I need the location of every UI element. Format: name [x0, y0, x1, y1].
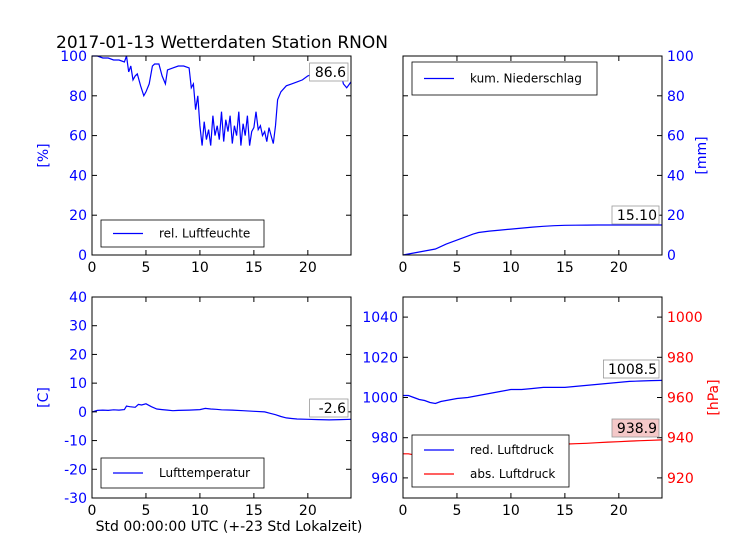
figure-x-label: Std 00:00:00 UTC (+-23 Std Lokalzeit) — [96, 519, 363, 535]
value-annotation-box — [309, 62, 349, 82]
series-line-humidity-0 — [92, 55, 352, 146]
y-tick-label: 0 — [78, 405, 87, 421]
x-tick-label: 5 — [452, 260, 461, 276]
legend: Lufttemperatur — [100, 457, 265, 489]
y-tick-label: 0 — [78, 248, 87, 264]
y-tick-label: 1000 — [362, 391, 398, 407]
x-tick-label: 15 — [245, 260, 263, 276]
y-tick-label: 980 — [371, 431, 398, 447]
y-right-tick-label: 940 — [667, 431, 694, 447]
y-tick-label: 960 — [371, 471, 398, 487]
figure-title: 2017-01-13 Wetterdaten Station RNON — [56, 33, 388, 53]
value-annotation-group: 86.6 — [309, 62, 349, 82]
y-axis-label: [C] — [36, 387, 52, 408]
y-tick-label: 80 — [667, 89, 685, 105]
value-annotation-box — [603, 359, 660, 379]
y-tick-label: 20 — [69, 208, 87, 224]
y-tick-label: 40 — [69, 168, 87, 184]
y-tick-label: 0 — [667, 248, 676, 264]
x-tick-label: 0 — [88, 260, 97, 276]
x-tick-label: 20 — [610, 260, 628, 276]
x-tick-label: 15 — [556, 503, 574, 519]
y-tick-label: 1040 — [362, 310, 398, 326]
y-tick-label: 40 — [69, 290, 87, 306]
x-tick-label: 0 — [399, 503, 408, 519]
legend-label: rel. Luftfeuchte — [159, 227, 250, 241]
value-annotation-group: -2.6 — [309, 398, 349, 418]
y-right-tick-label: 980 — [667, 350, 694, 366]
y-right-tick-label: 1000 — [667, 310, 703, 326]
legend-box — [411, 434, 570, 488]
x-tick-label: 20 — [610, 503, 628, 519]
y-tick-label: 1020 — [362, 350, 398, 366]
y-tick-label: -10 — [64, 434, 87, 450]
x-tick-label: 15 — [245, 503, 263, 519]
precipitation-chart: 0 5 10 15 20 0 20 40 60 80 100 [mm] 15.10 kum. Nieder… — [399, 49, 710, 276]
plot-frame — [402, 55, 663, 256]
value-annotation-right-box — [611, 418, 660, 438]
plot-frame — [91, 55, 352, 256]
value-annotation: -2.6 — [319, 401, 346, 417]
value-annotation-box — [309, 398, 349, 418]
legend: kum. Niederschlag — [411, 61, 598, 96]
y-tick-label: 30 — [69, 319, 87, 335]
x-tick-label: 10 — [191, 503, 209, 519]
x-tick-label: 0 — [88, 503, 97, 519]
x-tick-label: 10 — [502, 503, 520, 519]
legend-label: red. Luftdruck — [470, 443, 554, 457]
legend: rel. Luftfeuchte — [100, 219, 265, 248]
x-tick-label: 0 — [399, 260, 408, 276]
legend-label: kum. Niederschlag — [470, 72, 582, 86]
value-annotation-group: 15.10 — [611, 205, 660, 225]
y-tick-label: 60 — [69, 129, 87, 145]
series-line-pressure-0 — [403, 379, 663, 405]
x-tick-label: 5 — [452, 503, 461, 519]
y-tick-label: 100 — [60, 49, 87, 65]
plot-frame — [91, 296, 352, 499]
series-line-temperature-0 — [91, 403, 352, 421]
y-axis-label: [%] — [36, 143, 52, 167]
x-tick-label: 20 — [299, 503, 317, 519]
y-axis-label: [mm] — [694, 136, 710, 174]
series-line-precip-0 — [402, 224, 662, 256]
y-tick-label: 60 — [667, 129, 685, 145]
y-tick-label: 20 — [69, 347, 87, 363]
y-tick-label: 80 — [69, 89, 87, 105]
value-annotation-group: 1008.5 — [603, 359, 660, 379]
value-annotation: 86.6 — [315, 65, 346, 81]
y-tick-label: 20 — [667, 208, 685, 224]
x-tick-label: 5 — [141, 503, 150, 519]
humidity-chart: 0 5 10 15 20 0 20 40 60 80 100 [%] 86.6 rel. Luftfeuc… — [36, 49, 352, 276]
x-tick-label: 15 — [556, 260, 574, 276]
legend-label: Lufttemperatur — [159, 466, 250, 480]
legend-box — [100, 219, 265, 248]
value-annotation-box — [611, 205, 660, 225]
value-annotation-right-group: 938.9 — [611, 418, 660, 438]
value-annotation: 1008.5 — [608, 362, 657, 378]
legend: red. Luftdruck abs. Luftdruck — [411, 434, 570, 488]
y-tick-label: 40 — [667, 168, 685, 184]
temperature-chart: 0 5 10 15 20 -30 -20 -10 0 10 20 30 40 [C] -2.6 Lufttem… — [36, 290, 352, 519]
y-tick-label: 100 — [667, 49, 694, 65]
y-tick-label: -20 — [64, 462, 87, 478]
y-right-axis-label: [hPa] — [706, 379, 722, 415]
pressure-chart: 0 5 10 15 20 960 980 1000 1020 1040 920 940 960 980 10… — [362, 296, 722, 519]
value-annotation-right: 938.9 — [617, 421, 657, 437]
y-tick-label: -30 — [64, 491, 87, 507]
y-right-tick-label: 920 — [667, 471, 694, 487]
y-tick-label: 10 — [69, 376, 87, 392]
legend-label: abs. Luftdruck — [470, 467, 555, 481]
x-tick-label: 5 — [141, 260, 150, 276]
x-tick-label: 20 — [299, 260, 317, 276]
value-annotation: 15.10 — [617, 208, 657, 224]
y-right-tick-label: 960 — [667, 391, 694, 407]
x-tick-label: 10 — [502, 260, 520, 276]
x-tick-label: 10 — [191, 260, 209, 276]
